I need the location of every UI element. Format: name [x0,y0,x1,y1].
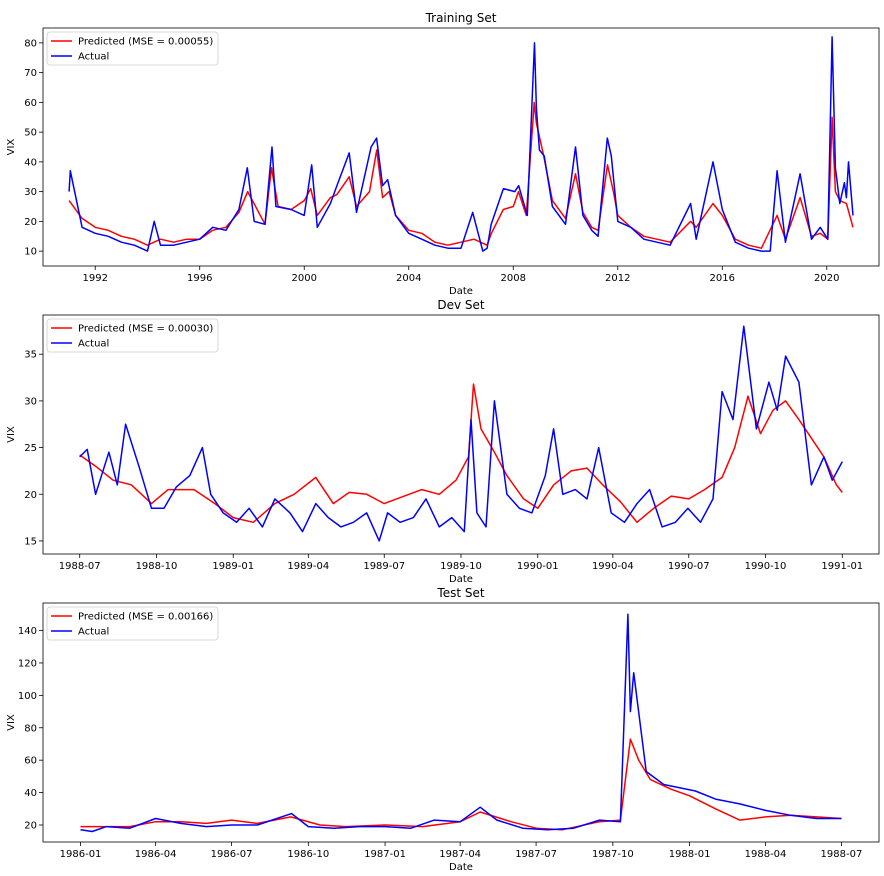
y-axis-label: VIX [6,426,17,443]
x-tick-label: 1990-01 [517,561,559,572]
x-tick-label: 2020 [814,273,839,284]
x-tick-label: 1989-10 [440,561,482,572]
chart-title: Test Set [436,586,484,600]
y-tick-label: 10 [24,247,37,258]
chart-panel-2: Dev Set 15 20 25 30 35 1988-07 1988-10 1989-01 19… [6,298,880,585]
y-tick-label: 30 [24,396,37,407]
y-tick-label: 20 [24,217,37,228]
x-tick-label: 2004 [396,273,421,284]
predicted-series-line [79,383,843,524]
x-tick-label: 1989-01 [212,561,254,572]
legend-label: Actual [78,627,109,638]
x-tick-label: 1987-01 [364,849,406,860]
y-axis-label: VIX [6,714,17,731]
axes-frame [42,27,880,267]
y-tick-label: 140 [18,626,37,637]
x-tick-label: 1990-04 [592,561,634,572]
x-tick-label: 1990-10 [745,561,787,572]
predicted-series-line [80,738,842,831]
y-tick-label: 80 [24,723,37,734]
x-tick-label: 2008 [501,273,526,284]
y-tick-label: 20 [24,820,37,831]
y-tick-label: 60 [24,98,37,109]
predicted-series-line [68,101,854,249]
actual-series-line [80,613,842,833]
x-tick-label: 1996 [187,273,212,284]
x-tick-label: 2016 [710,273,735,284]
x-tick-label: 2012 [605,273,630,284]
legend: Predicted (MSE = 0.00030) Actual [46,318,219,353]
x-axis-label: Date [449,862,473,873]
y-tick-label: 35 [24,350,37,361]
y-tick-label: 30 [24,187,37,198]
y-tick-label: 100 [18,691,37,702]
x-tick-label: 1986-04 [135,849,177,860]
x-tick-label: 1988-07 [821,849,863,860]
legend: Predicted (MSE = 0.00166) Actual [46,606,219,641]
chart-title: Training Set [425,11,497,25]
y-tick-label: 120 [18,658,37,669]
x-tick-label: 1987-04 [439,849,481,860]
x-axis-label: Date [449,574,473,585]
x-tick-label: 1988-07 [59,561,101,572]
legend-label: Predicted (MSE = 0.00030) [78,324,213,335]
legend-label: Actual [78,52,109,63]
x-tick-label: 1991-01 [821,561,863,572]
y-tick-label: 40 [24,157,37,168]
y-tick-label: 25 [24,443,37,454]
y-tick-label: 80 [24,38,37,49]
legend: Predicted (MSE = 0.00055) Actual [46,31,219,66]
x-tick-label: 1987-10 [592,849,634,860]
legend-box [46,318,219,353]
chart-panel-1: Training Set 10 20 30 40 50 60 70 80 1992 1996 2000… [6,11,880,297]
x-axis-label: Date [449,286,473,297]
x-tick-label: 1989-04 [287,561,329,572]
x-tick-label: 1986-10 [287,849,329,860]
y-tick-label: 60 [24,756,37,767]
x-tick-label: 1988-04 [745,849,787,860]
legend-label: Actual [78,339,109,350]
x-tick-label: 1986-01 [60,849,102,860]
x-tick-label: 2000 [292,273,317,284]
x-tick-label: 1990-07 [668,561,710,572]
x-tick-label: 1989-07 [363,561,405,572]
axes-frame [42,602,880,843]
y-tick-label: 50 [24,128,37,139]
x-tick-label: 1988-01 [669,849,711,860]
chart-panel-3: Test Set 20 40 60 80 100 120 140 1986-01 1986-04 1… [6,586,880,873]
y-tick-label: 70 [24,68,37,79]
x-tick-label: 1986-07 [211,849,253,860]
y-tick-label: 40 [24,788,37,799]
actual-series-line [79,325,843,542]
legend-box [46,31,219,66]
legend-label: Predicted (MSE = 0.00166) [78,612,213,623]
chart-title: Dev Set [437,298,485,312]
legend-box [46,606,219,641]
y-tick-label: 20 [24,490,37,501]
x-tick-label: 1987-07 [515,849,557,860]
x-tick-label: 1992 [82,273,107,284]
actual-series-line [68,36,854,252]
y-tick-label: 15 [24,536,37,547]
x-tick-label: 1988-10 [136,561,178,572]
y-axis-label: VIX [6,139,17,156]
legend-label: Predicted (MSE = 0.00055) [78,37,213,48]
